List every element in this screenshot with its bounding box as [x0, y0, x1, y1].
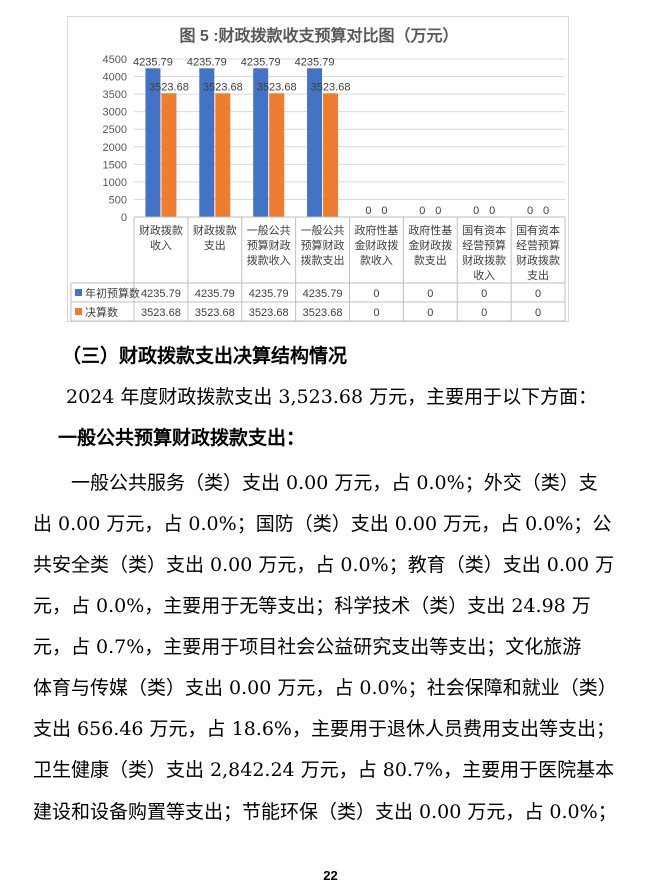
data-label: 4235.79	[187, 56, 227, 68]
data-label: 0	[489, 205, 495, 217]
table-value: 4235.79	[141, 288, 181, 300]
table-value: 4235.79	[303, 288, 343, 300]
table-value: 0	[373, 288, 379, 300]
data-label: 3523.68	[203, 81, 243, 93]
category-label: 款收入	[360, 253, 393, 267]
bar-actual	[323, 93, 339, 217]
data-label: 3523.68	[257, 81, 297, 93]
category-label: 一般公共	[301, 224, 345, 237]
data-label: 0	[381, 205, 387, 217]
body-line: 卫生健康（类）支出 2,842.24 万元，占 80.7%，主要用于医院基本	[33, 759, 615, 781]
table-value: 0	[427, 307, 433, 319]
bar-actual	[215, 93, 231, 217]
legend-label: 决算数	[85, 305, 118, 319]
category-label: 政府性基	[354, 223, 398, 237]
category-label: 预算财政	[247, 238, 291, 252]
table-value: 4235.79	[249, 288, 289, 300]
y-tick-label: 4000	[103, 72, 127, 84]
category-label: 财政拨款	[462, 253, 506, 267]
page-number: 22	[323, 868, 338, 883]
category-label: 国有资本	[462, 223, 506, 237]
intro-paragraph: 2024 年度财政拨款支出 3,523.68 万元，主要用于以下方面：	[66, 386, 598, 408]
bar-actual	[269, 93, 285, 217]
body-line: 建设和设备购置等支出；节能环保（类）支出 0.00 万元，占 0.0%；	[33, 801, 617, 823]
budget-comparison-chart: 图 5 :财政拨款收支预算对比图（万元） 0 500 1000 1500 2000 2500…	[67, 16, 569, 322]
category-label: 款支出	[414, 253, 447, 267]
y-tick-label: 1000	[103, 177, 127, 189]
category-label: 收入	[473, 268, 495, 282]
category-label: 国有资本	[516, 223, 560, 237]
body-line: 一般公共服务（类）支出 0.00 万元，占 0.0%；外交（类）支	[71, 472, 598, 494]
category-label: 财政拨款	[193, 223, 237, 237]
category-label: 金财政拨	[408, 238, 452, 252]
body-line: 体育与传媒（类）支出 0.00 万元，占 0.0%；社会保障和就业（类）	[33, 677, 617, 699]
data-label: 4235.79	[295, 56, 335, 68]
legend-label: 年初预算数	[85, 286, 140, 300]
category-label: 政府性基	[408, 223, 452, 237]
data-label: 4235.79	[241, 56, 281, 68]
table-value: 0	[535, 288, 541, 300]
bar-budget	[145, 68, 161, 217]
data-label: 3523.68	[311, 81, 351, 93]
y-tick-label: 500	[109, 194, 127, 206]
section-heading: （三）财政拨款支出决算结构情况	[62, 345, 348, 367]
table-value: 4235.79	[195, 288, 235, 300]
table-value: 3523.68	[249, 307, 289, 319]
body-line: 支出 656.46 万元，占 18.6%，主要用于退休人员费用支出等支出；	[33, 718, 615, 740]
legend-swatch	[75, 289, 82, 296]
data-label: 0	[419, 205, 425, 217]
y-tick-label: 4500	[103, 54, 127, 66]
body-line: 元，占 0.7%，主要用于项目社会公益研究支出等支出；文化旅游	[33, 636, 582, 658]
category-label: 财政拨款	[139, 223, 183, 237]
data-label: 0	[543, 205, 549, 217]
category-label: 经营预算	[516, 238, 560, 252]
table-value: 0	[427, 288, 433, 300]
body-line: 共安全类（类）支出 0.00 万元，占 0.0%；教育（类）支出 0.00 万	[33, 554, 615, 576]
table-value: 0	[373, 307, 379, 319]
category-label: 一般公共	[247, 224, 291, 237]
table-value: 0	[535, 307, 541, 319]
body-line: 元，占 0.0%，主要用于无等支出；科学技术（类）支出 24.98 万	[33, 595, 591, 617]
y-tick-label: 0	[121, 212, 127, 224]
category-label: 金财政拨	[354, 238, 398, 252]
data-label: 0	[365, 205, 371, 217]
chart-canvas: 图 5 :财政拨款收支预算对比图（万元） 0 500 1000 1500 2000 2500…	[70, 26, 566, 322]
category-label: 拨款收入	[247, 253, 291, 267]
table-value: 3523.68	[195, 307, 235, 319]
y-tick-label: 1500	[103, 159, 127, 171]
y-tick-label: 3500	[103, 89, 127, 101]
chart-title: 图 5 :财政拨款收支预算对比图（万元）	[179, 26, 458, 45]
data-label: 0	[527, 205, 533, 217]
bar-budget	[253, 68, 269, 217]
bar-actual	[161, 93, 177, 217]
data-label: 3523.68	[149, 81, 189, 93]
table-value: 3523.68	[303, 307, 343, 319]
y-tick-label: 2500	[103, 124, 127, 136]
subheading: 一般公共预算财政拨款支出：	[58, 427, 306, 449]
table-value: 3523.68	[141, 307, 181, 319]
table-value: 0	[481, 307, 487, 319]
bar-budget	[307, 68, 323, 217]
category-label: 财政拨款	[516, 253, 560, 267]
data-label: 0	[473, 205, 479, 217]
data-label: 4235.79	[133, 56, 173, 68]
bar-budget	[199, 68, 215, 217]
table-value: 0	[481, 288, 487, 300]
category-label: 拨款支出	[301, 253, 345, 267]
category-label: 支出	[527, 268, 549, 282]
data-label: 0	[435, 205, 441, 217]
category-label: 收入	[150, 238, 172, 252]
legend-swatch	[75, 308, 82, 315]
body-line: 出 0.00 万元，占 0.0%；国防（类）支出 0.00 万元，占 0.0%；…	[33, 513, 612, 535]
y-tick-label: 3000	[103, 107, 127, 119]
category-label: 支出	[204, 238, 226, 252]
category-label: 预算财政	[301, 238, 345, 252]
category-label: 经营预算	[462, 238, 506, 252]
y-tick-label: 2000	[103, 142, 127, 154]
